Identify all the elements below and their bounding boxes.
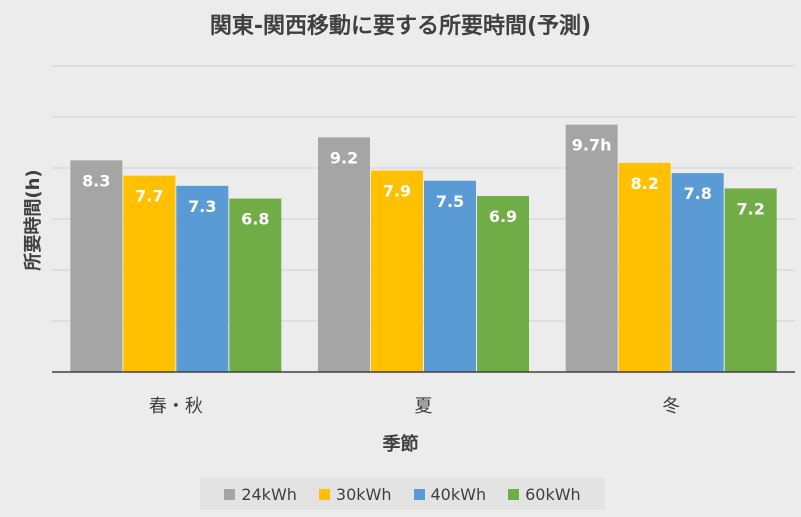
data-label: 9.2 [330,148,358,167]
legend-swatch [224,488,236,500]
legend-label: 60kWh [525,484,581,504]
bar [371,170,423,372]
data-label: 6.9 [489,207,517,226]
bar [477,196,529,372]
legend-swatch [318,488,330,500]
legend-item: 60kWh [508,485,581,504]
data-label: 8.2 [630,174,658,193]
bar [229,198,282,372]
chart-title: 関東-関西移動に要する所要時間(予測) [209,14,592,39]
bar [671,173,724,372]
legend-item: 24kWh [224,485,297,504]
bar [724,188,777,372]
legend-label: 30kWh [335,484,392,504]
data-label: 7.8 [683,184,711,203]
x-tick-label: 夏 [415,396,433,417]
data-label: 7.7 [135,187,163,206]
legend-swatch [413,488,425,500]
data-label: 6.8 [241,210,269,229]
legend-label: 40kWh [430,484,487,504]
bar [318,137,370,372]
bar [176,185,229,372]
x-tick-label: 春・秋 [149,396,203,417]
legend-item: 40kWh [413,484,487,504]
bar [424,180,476,372]
bar [123,175,176,372]
legend-label: 24kWh [241,484,297,504]
data-label: 7.3 [188,197,216,216]
plot-area: 8.3 7.7 7.3 6.8 春・秋 9.2 7.9 7.5 6.9 夏 9.7h 8.2 7.8 7.… [52,65,795,417]
x-tick-label: 冬 [662,396,680,417]
x-axis-label: 季節 [382,434,419,455]
bar [565,124,618,373]
data-label: 9.7h [572,136,612,155]
legend-swatch [508,488,520,500]
bar [70,160,123,372]
legend-item: 30kWh [318,484,392,504]
data-label: 7.5 [436,192,464,211]
data-label: 7.2 [736,199,764,218]
bar [618,162,671,372]
data-label: 8.3 [82,171,110,190]
data-label: 7.9 [383,182,411,201]
legend: 24kWh 30kWh 40kWh 60kWh [200,478,605,510]
